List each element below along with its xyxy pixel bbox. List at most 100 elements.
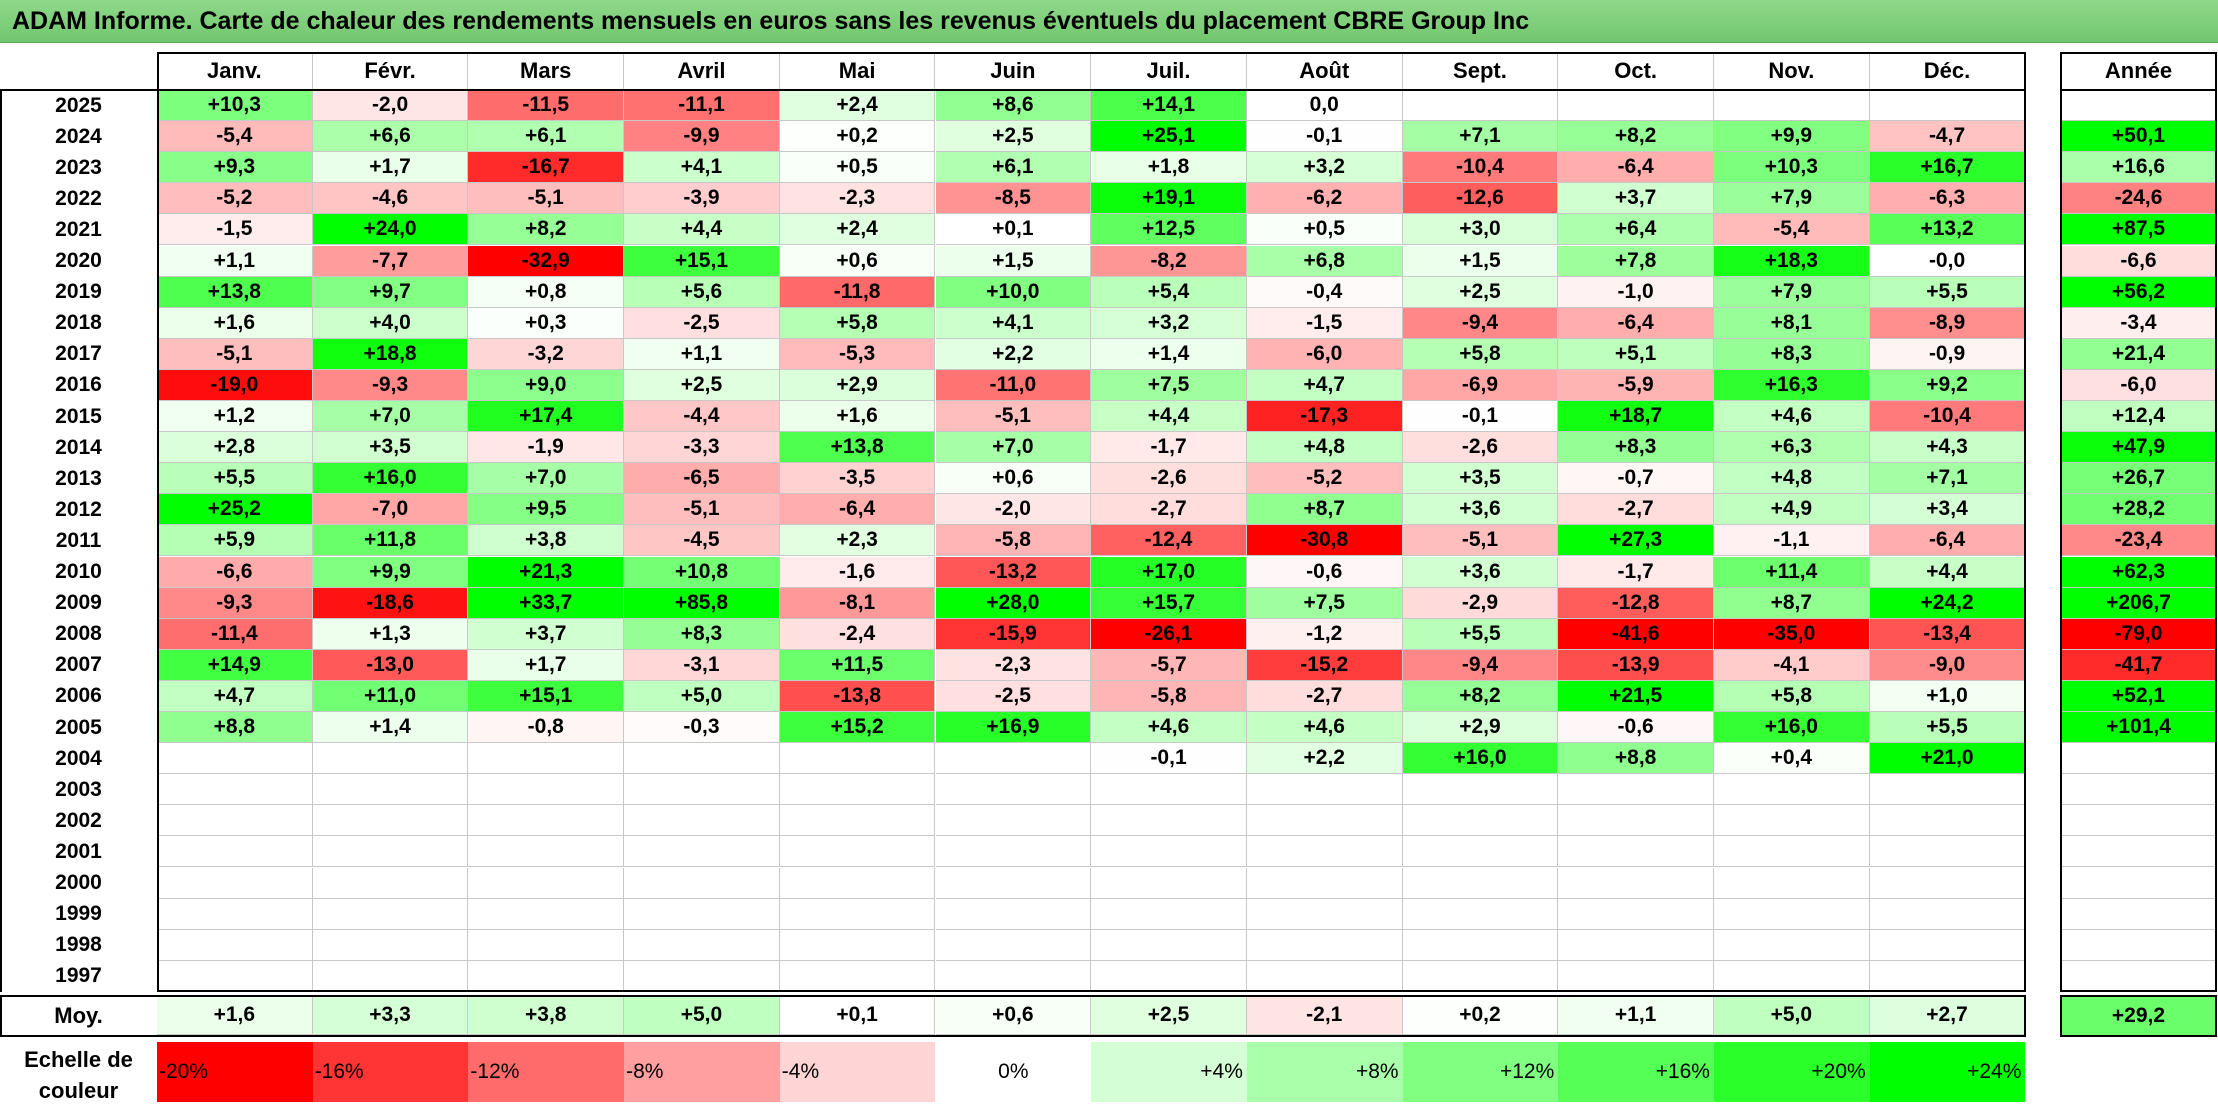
heatmap-cell <box>1714 774 1870 806</box>
month-header: Avril <box>624 52 780 90</box>
heatmap-cell: +0,2 <box>779 121 936 153</box>
heatmap-cell: +0,1 <box>935 214 1092 246</box>
year-label: 2006 <box>55 684 102 708</box>
heatmap-cell: +8,1 <box>1714 307 1870 339</box>
annual-return-cell: +21,4 <box>2060 338 2217 370</box>
heatmap-cell: -1,9 <box>468 432 625 464</box>
heatmap-cell <box>1714 805 1870 837</box>
heatmap-cell: +0,6 <box>935 463 1092 495</box>
heatmap-cell: +4,3 <box>1869 432 2026 464</box>
heatmap-cell: -1,5 <box>1246 307 1403 339</box>
heatmap-cell <box>1246 805 1403 837</box>
heatmap-cell: +8,2 <box>1558 121 1714 153</box>
heatmap-cell: +0,8 <box>468 276 625 308</box>
heatmap-cell: +2,4 <box>779 90 936 122</box>
heatmap-cell: +16,0 <box>1402 743 1559 775</box>
heatmap-cell: +3,6 <box>1402 494 1559 526</box>
heatmap-cell: +12,5 <box>1091 214 1247 246</box>
heatmap-cell: +8,6 <box>935 90 1092 122</box>
heatmap-cell <box>1714 898 1870 930</box>
color-scale-swatch: -20% <box>157 1041 313 1102</box>
heatmap-cell <box>1869 960 2026 992</box>
heatmap-cell: +3,5 <box>1402 463 1559 495</box>
annual-return-cell: +50,1 <box>2060 121 2217 153</box>
heatmap-cell: +14,9 <box>157 649 313 681</box>
heatmap-cell: +1,6 <box>157 307 313 339</box>
heatmap-cell: -11,5 <box>468 90 625 122</box>
heatmap-cell: +5,5 <box>1869 712 2026 744</box>
heatmap-cell: +7,9 <box>1714 276 1870 308</box>
heatmap-cell: +15,1 <box>468 680 625 712</box>
heatmap-cell: +10,0 <box>935 276 1092 308</box>
heatmap-cell: +0,5 <box>779 152 936 184</box>
heatmap-cell: +5,0 <box>624 680 780 712</box>
heatmap-cell <box>779 960 936 992</box>
heatmap-cell: -5,2 <box>157 183 313 215</box>
year-label: 2012 <box>55 497 102 521</box>
annual-return-cell <box>2060 774 2217 806</box>
heatmap-cell <box>1714 836 1870 868</box>
heatmap-cell: +9,9 <box>312 556 469 588</box>
heatmap-cell: +4,7 <box>157 680 313 712</box>
heatmap-cell <box>1246 867 1403 899</box>
average-cell: +1,1 <box>1558 996 1714 1035</box>
average-cell: +0,1 <box>779 996 936 1035</box>
heatmap-cell: -18,6 <box>312 587 469 619</box>
heatmap-cell <box>157 898 313 930</box>
color-scale-swatch: +24% <box>1869 1041 2026 1102</box>
heatmap-cell <box>1714 90 1870 122</box>
heatmap-cell: +5,5 <box>157 463 313 495</box>
heatmap-cell: -1,2 <box>1246 618 1403 650</box>
annual-return-cell: +52,1 <box>2060 680 2217 712</box>
heatmap-cell: -13,8 <box>779 680 936 712</box>
color-scale-swatch: +20% <box>1714 1041 1870 1102</box>
heatmap-cell: +11,8 <box>312 525 469 557</box>
heatmap-cell: -1,0 <box>1558 276 1714 308</box>
heatmap-cell: +15,7 <box>1091 587 1247 619</box>
year-label: 2017 <box>55 342 102 366</box>
heatmap-cell <box>1558 805 1714 837</box>
heatmap-cell: -0,7 <box>1558 463 1714 495</box>
heatmap-cell <box>157 929 313 961</box>
heatmap-cell: -1,7 <box>1558 556 1714 588</box>
heatmap-cell: +2,4 <box>779 214 936 246</box>
heatmap-cell <box>468 898 625 930</box>
heatmap-cell: +4,6 <box>1246 712 1403 744</box>
heatmap-cell: +4,7 <box>1246 369 1403 401</box>
heatmap-cell: +2,3 <box>779 525 936 557</box>
heatmap-cell <box>1402 898 1559 930</box>
heatmap-cell <box>779 898 936 930</box>
heatmap-cell <box>1402 836 1559 868</box>
heatmap-cell <box>1091 836 1247 868</box>
average-cell: +5,0 <box>624 996 780 1035</box>
year-label: 2005 <box>55 715 102 739</box>
color-scale-swatch: +16% <box>1558 1041 1714 1102</box>
average-cell: +0,6 <box>935 996 1092 1035</box>
heatmap-cell <box>1869 929 2026 961</box>
annual-return-cell: -23,4 <box>2060 525 2217 557</box>
annual-return-cell: +101,4 <box>2060 712 2217 744</box>
heatmap-cell <box>468 743 625 775</box>
heatmap-cell <box>312 743 469 775</box>
heatmap-cell: -2,6 <box>1091 463 1247 495</box>
annual-return-cell: -41,7 <box>2060 649 2217 681</box>
heatmap-cell: +5,9 <box>157 525 313 557</box>
heatmap-cell: +5,8 <box>1714 680 1870 712</box>
heatmap-cell <box>1558 90 1714 122</box>
average-cell: +2,7 <box>1869 996 2026 1035</box>
heatmap-cell: +1,4 <box>312 712 469 744</box>
annual-return-cell <box>2060 805 2217 837</box>
year-label: 2015 <box>55 404 102 428</box>
heatmap-cell <box>1402 805 1559 837</box>
heatmap-cell: +4,1 <box>624 152 780 184</box>
heatmap-cell: -19,0 <box>157 369 313 401</box>
heatmap-cell: +85,8 <box>624 587 780 619</box>
annual-return-cell: +16,6 <box>2060 152 2217 184</box>
heatmap-cell: -12,6 <box>1402 183 1559 215</box>
heatmap-cell: +0,6 <box>779 245 936 277</box>
heatmap-cell: -2,6 <box>1402 432 1559 464</box>
heatmap-cell: +2,5 <box>935 121 1092 153</box>
month-header: Mai <box>779 52 936 90</box>
heatmap-cell: +24,2 <box>1869 587 2026 619</box>
heatmap-cell: -4,1 <box>1714 649 1870 681</box>
